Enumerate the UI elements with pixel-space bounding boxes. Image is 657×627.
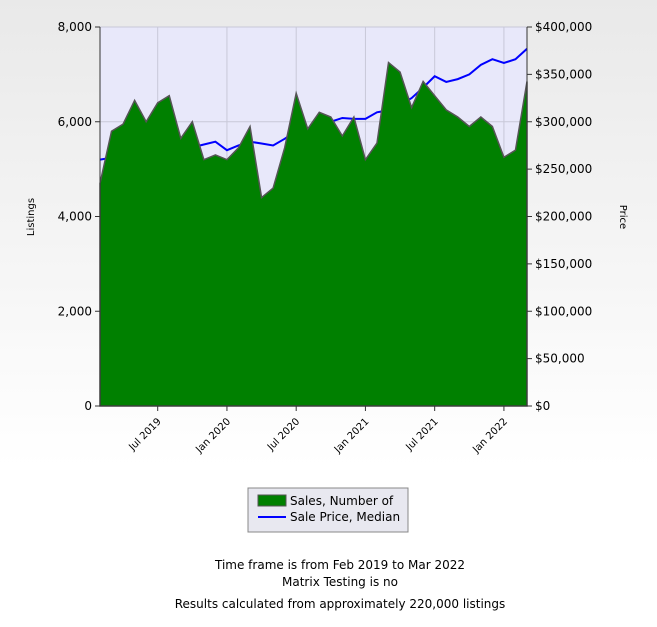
y2-tick-label: $50,000 — [535, 352, 585, 366]
marks — [99, 48, 528, 407]
sales-area — [99, 61, 528, 407]
footnote: Matrix Testing is no — [282, 575, 398, 589]
y-axis-title: Listings — [26, 198, 37, 236]
legend-items: Sales, Number of Sale Price, Median — [257, 494, 400, 524]
legend-swatch — [257, 494, 287, 507]
footnote: Time frame is from Feb 2019 to Mar 2022 — [214, 558, 465, 572]
y2-tick-label: $300,000 — [535, 115, 592, 129]
footnotes: Time frame is from Feb 2019 to Mar 2022 M… — [175, 558, 506, 611]
axes: 0 2,000 4,000 6,000 8,000 $0 $50,000 $100,000 $1… — [58, 20, 593, 456]
y-tick-label: 2,000 — [58, 304, 92, 318]
legend-label: Sales, Number of — [290, 494, 394, 508]
y-tick-label: 8,000 — [58, 20, 92, 34]
footnote: Results calculated from approximately 22… — [175, 597, 506, 611]
y-tick-label: 6,000 — [58, 115, 92, 129]
y2-tick-label: $0 — [535, 399, 550, 413]
y-tick-label: 4,000 — [58, 210, 92, 224]
y2-tick-label: $200,000 — [535, 210, 592, 224]
y2-tick-label: $250,000 — [535, 162, 592, 176]
y2-tick-label: $350,000 — [535, 67, 592, 81]
legend-label: Sale Price, Median — [290, 510, 400, 524]
y2-tick-label: $100,000 — [535, 304, 592, 318]
y2-axis-title: Price — [617, 205, 628, 229]
y2-tick-label: $150,000 — [535, 257, 592, 271]
y-tick-label: 0 — [84, 399, 92, 413]
y2-tick-label: $400,000 — [535, 20, 592, 34]
